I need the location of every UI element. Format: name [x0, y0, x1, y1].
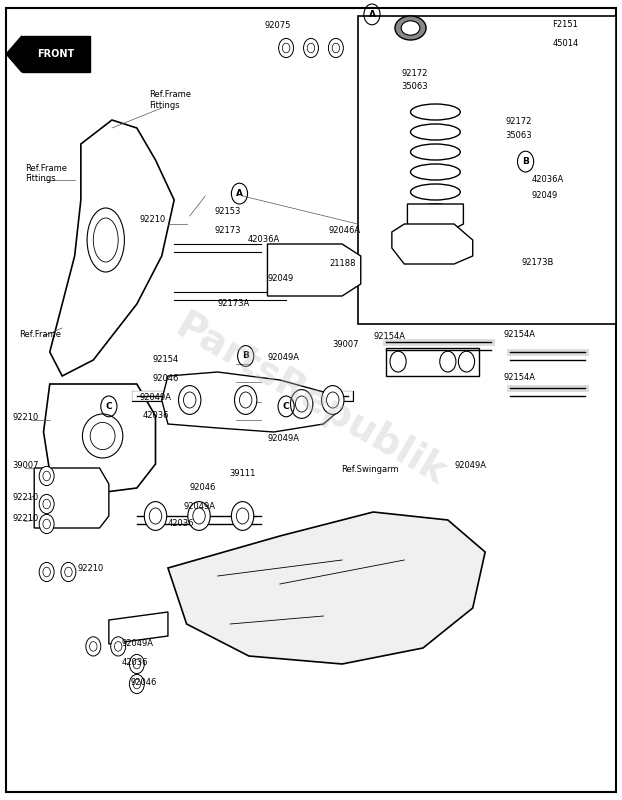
Text: Ref.Frame
Fittings: Ref.Frame Fittings	[25, 164, 67, 183]
Text: 42036: 42036	[121, 658, 148, 667]
Text: 92210: 92210	[12, 514, 39, 523]
Text: 92173A: 92173A	[218, 299, 250, 309]
Text: 21188: 21188	[330, 258, 356, 268]
Text: 39111: 39111	[229, 469, 255, 478]
Text: 92173B: 92173B	[521, 258, 554, 267]
Text: 92049A: 92049A	[267, 434, 299, 443]
Text: 92210: 92210	[140, 215, 166, 225]
Ellipse shape	[401, 21, 420, 35]
Text: 39007: 39007	[333, 339, 360, 349]
Text: 92172: 92172	[401, 69, 427, 78]
Circle shape	[129, 674, 144, 694]
Text: 35063: 35063	[401, 82, 428, 91]
Circle shape	[234, 386, 257, 414]
Text: 92154: 92154	[152, 355, 179, 365]
Circle shape	[328, 38, 343, 58]
Text: 92154A: 92154A	[373, 331, 405, 341]
Circle shape	[390, 351, 406, 372]
Text: PartsRepublik: PartsRepublik	[169, 307, 453, 493]
Circle shape	[290, 390, 313, 418]
Polygon shape	[168, 512, 485, 664]
Polygon shape	[44, 384, 156, 496]
Circle shape	[458, 351, 475, 372]
Text: 92049A: 92049A	[454, 461, 486, 470]
Polygon shape	[407, 204, 463, 232]
Text: 92049: 92049	[532, 190, 558, 200]
Text: FRONT: FRONT	[37, 49, 75, 59]
Circle shape	[86, 637, 101, 656]
Text: Ref.Swingarm: Ref.Swingarm	[341, 465, 399, 474]
Circle shape	[304, 38, 318, 58]
Text: C: C	[106, 402, 112, 411]
Text: 92046: 92046	[152, 374, 179, 383]
Text: B: B	[242, 351, 249, 361]
Text: 92153: 92153	[215, 207, 241, 217]
Polygon shape	[34, 468, 109, 528]
Circle shape	[231, 502, 254, 530]
Text: 92046A: 92046A	[328, 226, 361, 235]
Text: A: A	[236, 189, 243, 198]
Text: 92210: 92210	[12, 493, 39, 502]
Text: 92049A: 92049A	[183, 502, 215, 511]
Text: 92049A: 92049A	[121, 638, 153, 648]
Text: 42036: 42036	[143, 411, 170, 421]
Text: Ref.Frame
Fittings: Ref.Frame Fittings	[149, 90, 192, 110]
Text: 92154A: 92154A	[504, 373, 536, 382]
Text: B: B	[522, 157, 529, 166]
Bar	[358, 16, 616, 324]
Text: 92075: 92075	[264, 21, 290, 30]
Text: 42036: 42036	[168, 518, 195, 528]
Circle shape	[188, 502, 210, 530]
Circle shape	[39, 466, 54, 486]
Text: 92046: 92046	[131, 678, 157, 687]
Text: 42036A: 42036A	[532, 175, 564, 185]
Circle shape	[440, 351, 456, 372]
FancyBboxPatch shape	[22, 36, 90, 72]
Polygon shape	[109, 612, 168, 644]
Text: 92173: 92173	[215, 226, 241, 235]
Text: 92154A: 92154A	[504, 330, 536, 339]
Circle shape	[322, 386, 344, 414]
Text: 92049: 92049	[267, 274, 294, 283]
Polygon shape	[386, 348, 479, 376]
Text: 92049A: 92049A	[267, 353, 299, 362]
Text: C: C	[283, 402, 289, 411]
Ellipse shape	[395, 16, 426, 40]
Text: A: A	[368, 10, 376, 19]
Text: 35063: 35063	[505, 130, 532, 140]
Circle shape	[39, 562, 54, 582]
Text: 92210: 92210	[78, 564, 104, 574]
Text: 39007: 39007	[12, 461, 39, 470]
Circle shape	[144, 502, 167, 530]
Text: 92049A: 92049A	[140, 393, 172, 402]
Circle shape	[111, 637, 126, 656]
Text: 92046: 92046	[190, 483, 216, 493]
Circle shape	[179, 386, 201, 414]
Text: Ref.Frame: Ref.Frame	[19, 330, 61, 339]
Text: F2151: F2151	[552, 20, 578, 30]
Circle shape	[39, 494, 54, 514]
Circle shape	[279, 38, 294, 58]
Text: 92172: 92172	[505, 117, 531, 126]
Polygon shape	[50, 120, 174, 376]
Text: 92210: 92210	[12, 413, 39, 422]
Text: 45014: 45014	[552, 39, 578, 49]
Polygon shape	[162, 372, 342, 432]
Text: 42036A: 42036A	[248, 235, 280, 245]
Polygon shape	[267, 244, 361, 296]
Circle shape	[61, 562, 76, 582]
Polygon shape	[6, 36, 22, 72]
Circle shape	[129, 654, 144, 674]
Polygon shape	[392, 224, 473, 264]
Circle shape	[39, 514, 54, 534]
